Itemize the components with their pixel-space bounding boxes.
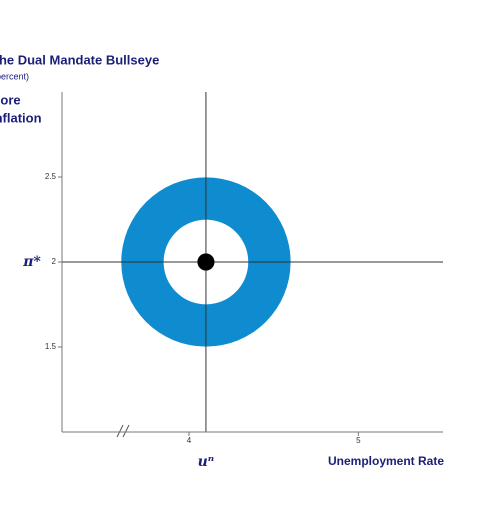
x-tick-label: 4	[187, 436, 192, 445]
x-ref-label: uⁿ	[198, 454, 215, 470]
y-axis-label: Inflation	[0, 110, 42, 125]
break-line	[116, 424, 124, 438]
x-tick-label: 5	[356, 436, 361, 445]
break-line	[122, 424, 130, 438]
y-tick-label: 2	[52, 257, 57, 266]
chart-subtitle: (percent)	[0, 71, 29, 81]
center-dot	[197, 253, 215, 271]
x-axis-label: Unemployment Rate	[328, 454, 444, 468]
y-axis-label: Core	[0, 92, 21, 107]
chart-title: The Dual Mandate Bullseye	[0, 52, 159, 67]
axis-break	[116, 424, 130, 438]
y-tick-label: 2.5	[45, 172, 57, 181]
y-tick-label: 1.5	[45, 342, 57, 351]
y-ref-label: π*	[22, 254, 41, 270]
